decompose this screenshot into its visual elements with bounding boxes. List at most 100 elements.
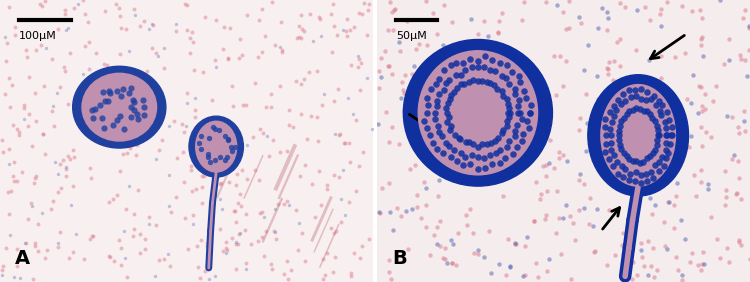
Ellipse shape	[601, 85, 676, 186]
Point	[588, 127, 600, 132]
Point	[230, 240, 242, 245]
Point	[138, 18, 150, 23]
Point	[338, 168, 350, 172]
Point	[525, 92, 537, 97]
Point	[520, 95, 532, 100]
Point	[385, 209, 397, 214]
Point	[0, 35, 11, 39]
Point	[127, 233, 139, 238]
Point	[385, 276, 397, 281]
Point	[281, 259, 293, 263]
Point	[599, 124, 611, 129]
Point	[46, 199, 58, 204]
Point	[115, 13, 127, 18]
Point	[120, 123, 132, 128]
Point	[74, 116, 86, 120]
Point	[4, 162, 16, 166]
Point	[573, 128, 585, 132]
Point	[669, 54, 681, 59]
Point	[484, 68, 496, 72]
Point	[444, 97, 456, 101]
Point	[171, 156, 183, 160]
Point	[346, 111, 358, 116]
Point	[189, 107, 201, 112]
Point	[293, 24, 305, 28]
Point	[296, 27, 308, 31]
Point	[514, 111, 526, 115]
Point	[445, 155, 457, 159]
Point	[283, 202, 295, 207]
Point	[38, 132, 50, 137]
Point	[422, 103, 434, 107]
Point	[656, 103, 668, 107]
Point	[642, 272, 654, 277]
Point	[328, 99, 340, 103]
Point	[671, 181, 683, 186]
Point	[28, 181, 40, 185]
Point	[638, 109, 650, 113]
Point	[55, 185, 67, 190]
Point	[486, 162, 498, 167]
Point	[687, 72, 699, 77]
Point	[249, 81, 261, 85]
Point	[582, 42, 594, 47]
Point	[188, 222, 200, 226]
Point	[672, 268, 684, 272]
Point	[263, 154, 275, 158]
Ellipse shape	[419, 51, 538, 175]
Point	[281, 149, 293, 153]
Point	[623, 228, 635, 232]
Point	[472, 252, 484, 257]
Point	[170, 29, 182, 33]
Point	[198, 174, 210, 178]
Point	[182, 90, 194, 95]
Point	[429, 117, 441, 122]
Point	[646, 212, 658, 216]
Point	[290, 79, 302, 83]
Point	[11, 179, 23, 183]
Point	[452, 136, 464, 141]
Point	[67, 250, 79, 254]
Point	[268, 229, 280, 234]
Point	[625, 184, 637, 188]
Point	[230, 267, 242, 272]
Point	[692, 263, 703, 267]
Point	[635, 87, 647, 92]
Point	[454, 72, 466, 77]
Point	[411, 205, 423, 210]
Point	[188, 213, 200, 217]
Point	[451, 45, 463, 50]
Point	[209, 18, 221, 22]
Point	[138, 119, 150, 124]
Point	[524, 125, 536, 130]
Point	[410, 47, 422, 51]
Point	[733, 176, 745, 180]
Point	[699, 106, 711, 111]
Point	[239, 103, 251, 107]
Point	[611, 40, 623, 44]
Point	[269, 42, 281, 47]
Point	[53, 27, 64, 32]
Point	[739, 129, 750, 133]
Point	[305, 113, 317, 118]
Point	[499, 156, 511, 160]
Point	[158, 65, 170, 70]
Point	[350, 189, 361, 193]
Point	[313, 169, 325, 174]
Point	[65, 203, 77, 208]
Point	[519, 244, 531, 248]
Point	[214, 181, 226, 185]
Point	[124, 146, 136, 151]
Point	[661, 0, 673, 5]
Point	[454, 151, 466, 156]
Point	[430, 99, 442, 103]
Point	[334, 132, 346, 136]
Point	[608, 151, 620, 155]
Point	[131, 112, 143, 116]
Point	[125, 86, 137, 90]
Point	[4, 5, 16, 10]
Point	[104, 91, 116, 95]
Point	[646, 151, 658, 155]
Point	[281, 198, 293, 203]
Point	[472, 155, 484, 159]
